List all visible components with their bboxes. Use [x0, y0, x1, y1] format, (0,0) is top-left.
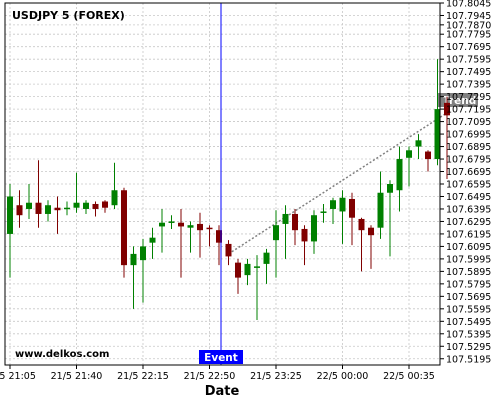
candle-body	[273, 225, 279, 241]
candle-body	[320, 211, 327, 213]
candle-body	[111, 190, 118, 206]
candle-body	[149, 237, 156, 243]
grid-layer	[5, 2, 440, 365]
candle-body	[254, 266, 260, 268]
candle-layer	[7, 59, 450, 321]
y-tick-label: 107.5795	[446, 279, 491, 290]
candle-body	[168, 221, 175, 223]
x-tick-label: 21/5 23:25	[250, 371, 302, 382]
candle-body	[301, 228, 308, 242]
x-tick-label: 21/5 22:15	[117, 371, 169, 382]
x-tick-label: 21/5 22:50	[184, 371, 236, 382]
candle-body	[73, 202, 80, 208]
candle-body	[244, 263, 251, 276]
y-tick-label: 107.5695	[446, 292, 491, 303]
y-tick-label: 107.6395	[446, 204, 491, 215]
trend-line	[228, 112, 448, 255]
y-tick-label: 107.5295	[446, 342, 491, 353]
candle-body	[368, 227, 374, 236]
candle-body	[377, 192, 384, 228]
candle-body	[263, 252, 270, 264]
candle-body	[64, 207, 70, 210]
candle-body	[197, 223, 203, 231]
y-tick-label: 107.6595	[446, 180, 491, 191]
y-tick-label: 107.6095	[446, 242, 491, 253]
y-tick-label: 107.6795	[446, 155, 491, 166]
candle-body	[45, 205, 51, 214]
candle-body	[434, 109, 441, 160]
y-tick-label: 107.8045	[446, 0, 491, 10]
candle-body	[358, 218, 365, 231]
candle-body	[339, 197, 346, 212]
candle-body	[26, 202, 32, 209]
trend-layer: Trend	[228, 93, 478, 255]
y-tick-label: 107.5895	[446, 267, 491, 278]
candle-body	[311, 215, 317, 242]
candle-body	[16, 205, 23, 216]
y-tick-label: 107.7495	[446, 67, 491, 78]
y-tick-label: 107.6895	[446, 142, 491, 153]
candle-body	[415, 140, 422, 147]
candle-body	[121, 190, 127, 266]
candle-body	[130, 253, 137, 266]
candle-body	[187, 225, 194, 228]
candle-body	[349, 198, 355, 218]
y-tick-label: 107.7395	[446, 80, 491, 91]
candle-body	[54, 207, 61, 211]
x-tick-label: 21/5 21:40	[51, 371, 103, 382]
candle-body	[235, 262, 241, 278]
y-tick-label: 107.5195	[446, 354, 491, 365]
candle-body	[425, 151, 431, 160]
y-tick-label: 107.7945	[446, 11, 491, 22]
y-tick-label: 107.6295	[446, 217, 491, 228]
candle-body	[92, 203, 99, 209]
candle-body	[159, 222, 165, 227]
y-tick-label: 107.5595	[446, 304, 491, 315]
candle-body	[206, 227, 213, 230]
candle-body	[216, 230, 222, 243]
candle-body	[292, 213, 298, 231]
y-tick-label: 107.7870	[446, 20, 491, 31]
candle-body	[102, 201, 108, 208]
y-tick-label: 107.6195	[446, 229, 491, 240]
chart-title: USDJPY 5 (FOREX)	[12, 9, 125, 22]
event-layer: Event	[199, 3, 243, 365]
y-tick-label: 107.5495	[446, 317, 491, 328]
candle-body	[330, 200, 336, 209]
y-tick-label: 107.6695	[446, 167, 491, 178]
candle-body	[35, 202, 42, 214]
x-tick-label: 21/5 21:05	[0, 371, 36, 382]
axis-layer: 107.8045107.7945107.7870107.7795107.7695…	[0, 0, 491, 382]
candle-body	[282, 213, 289, 224]
y-tick-label: 107.7095	[446, 117, 491, 128]
y-tick-label: 107.7195	[446, 105, 491, 116]
y-tick-label: 107.5995	[446, 254, 491, 265]
y-tick-label: 107.7295	[446, 92, 491, 103]
candle-body	[140, 246, 146, 261]
candle-body	[387, 184, 393, 193]
y-tick-label: 107.6995	[446, 130, 491, 141]
candle-body	[406, 150, 412, 158]
candle-body	[444, 102, 450, 116]
candle-body	[225, 243, 232, 257]
candle-body	[7, 196, 13, 234]
watermark: www.delkos.com	[15, 349, 109, 360]
candle-body	[83, 202, 89, 209]
y-tick-label: 107.7795	[446, 30, 491, 41]
event-label: Event	[204, 352, 238, 364]
candle-body	[178, 222, 184, 227]
y-tick-label: 107.5395	[446, 329, 491, 340]
x-tick-label: 22/5 00:35	[383, 371, 435, 382]
y-tick-label: 107.7595	[446, 55, 491, 66]
y-tick-label: 107.7695	[446, 42, 491, 53]
y-tick-label: 107.6495	[446, 192, 491, 203]
x-tick-label: 22/5 00:00	[317, 371, 369, 382]
trend-label: Trend	[443, 95, 476, 107]
x-axis-label: Date	[205, 384, 240, 399]
event-label-bg	[199, 350, 243, 364]
candle-body	[396, 159, 403, 191]
